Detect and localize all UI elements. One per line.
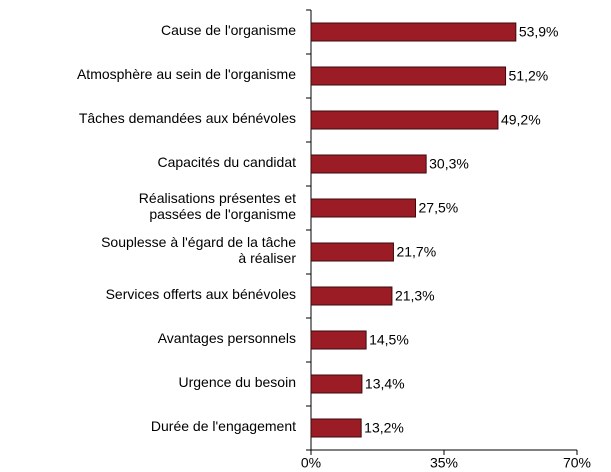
value-label: 27,5% xyxy=(419,200,459,216)
category-label: Souplesse à l'égard de la tâche à réalis… xyxy=(101,234,296,266)
bar xyxy=(310,66,507,86)
bar xyxy=(310,154,427,174)
category-label: Services offerts aux bénévoles xyxy=(105,286,296,302)
category-label: Cause de l'organisme xyxy=(161,22,296,38)
category-label: Urgence du besoin xyxy=(178,374,296,390)
category-label: Durée de l'engagement xyxy=(150,418,296,434)
value-label: 14,5% xyxy=(369,332,409,348)
bar xyxy=(310,22,517,42)
category-label: Tâches demandées aux bénévoles xyxy=(78,110,296,126)
category-label: Avantages personnels xyxy=(157,330,296,346)
category-label: Atmosphère au sein de l'organisme xyxy=(76,66,296,82)
value-label: 13,4% xyxy=(365,376,405,392)
x-tick-label: 35% xyxy=(430,455,458,471)
bar xyxy=(310,374,363,394)
value-label: 30,3% xyxy=(429,156,469,172)
value-label: 13,2% xyxy=(364,420,404,436)
bar xyxy=(310,286,393,306)
bar xyxy=(310,330,367,350)
value-label: 53,9% xyxy=(519,24,559,40)
value-label: 21,7% xyxy=(396,244,436,260)
value-label: 51,2% xyxy=(509,68,549,84)
value-label: 49,2% xyxy=(501,112,541,128)
bar xyxy=(310,198,416,218)
bar xyxy=(310,110,499,130)
category-label: Capacités du candidat xyxy=(157,154,296,170)
bar xyxy=(310,242,394,262)
bar xyxy=(310,418,362,438)
x-tick-label: 70% xyxy=(563,455,591,471)
x-tick-label: 0% xyxy=(301,455,321,471)
value-label: 21,3% xyxy=(395,288,435,304)
category-label: Réalisations présentes et passées de l'o… xyxy=(138,190,296,222)
